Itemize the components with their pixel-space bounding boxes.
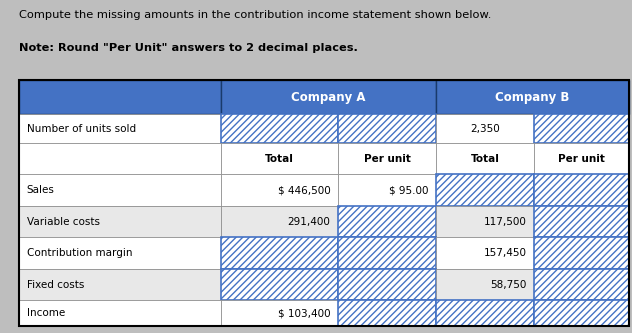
Bar <box>19 80 221 114</box>
Text: Per unit: Per unit <box>558 154 605 164</box>
Text: Total: Total <box>471 154 499 164</box>
Bar <box>338 174 436 206</box>
Bar <box>19 143 221 174</box>
Bar <box>436 206 534 237</box>
Bar <box>19 206 221 237</box>
Bar <box>534 114 629 143</box>
Bar <box>534 300 629 326</box>
Bar <box>534 206 629 237</box>
Text: $ 446,500: $ 446,500 <box>278 185 331 195</box>
Bar <box>221 114 338 143</box>
Bar <box>436 300 534 326</box>
Bar <box>221 80 436 114</box>
Text: Company A: Company A <box>291 91 366 104</box>
Bar <box>338 114 436 143</box>
Text: Number of units sold: Number of units sold <box>27 124 136 134</box>
Bar <box>221 174 338 206</box>
Text: Company B: Company B <box>495 91 569 104</box>
Text: Contribution margin: Contribution margin <box>27 248 132 258</box>
Bar <box>534 269 629 300</box>
Bar <box>19 114 221 143</box>
Text: 117,500: 117,500 <box>483 216 526 227</box>
Bar <box>436 237 534 269</box>
Text: Income: Income <box>27 308 65 318</box>
Bar <box>436 143 534 174</box>
Bar <box>338 237 436 269</box>
Text: Variable costs: Variable costs <box>27 216 100 227</box>
Bar <box>19 237 221 269</box>
Text: 291,400: 291,400 <box>288 216 331 227</box>
Text: 2,350: 2,350 <box>470 124 500 134</box>
Bar <box>221 206 338 237</box>
Bar <box>534 174 629 206</box>
Bar <box>534 237 629 269</box>
Bar <box>436 80 629 114</box>
Text: 58,750: 58,750 <box>490 280 526 290</box>
Text: Fixed costs: Fixed costs <box>27 280 84 290</box>
Text: Total: Total <box>265 154 294 164</box>
Bar <box>338 206 436 237</box>
Text: $ 103,400: $ 103,400 <box>278 308 331 318</box>
Bar <box>19 80 629 326</box>
Bar <box>19 300 221 326</box>
Bar <box>534 143 629 174</box>
Bar <box>221 237 338 269</box>
Bar <box>436 114 534 143</box>
Text: Sales: Sales <box>27 185 54 195</box>
Bar <box>436 269 534 300</box>
Text: Per unit: Per unit <box>363 154 411 164</box>
Bar <box>19 269 221 300</box>
Bar <box>338 300 436 326</box>
Text: $ 95.00: $ 95.00 <box>389 185 428 195</box>
Bar <box>221 300 338 326</box>
Text: 157,450: 157,450 <box>483 248 526 258</box>
Bar <box>221 269 338 300</box>
Bar <box>436 174 534 206</box>
Bar <box>338 143 436 174</box>
Bar <box>338 269 436 300</box>
Text: Compute the missing amounts in the contribution income statement shown below.: Compute the missing amounts in the contr… <box>19 10 491 20</box>
Bar <box>19 174 221 206</box>
Bar <box>221 143 338 174</box>
Text: Note: Round "Per Unit" answers to 2 decimal places.: Note: Round "Per Unit" answers to 2 deci… <box>19 43 358 53</box>
